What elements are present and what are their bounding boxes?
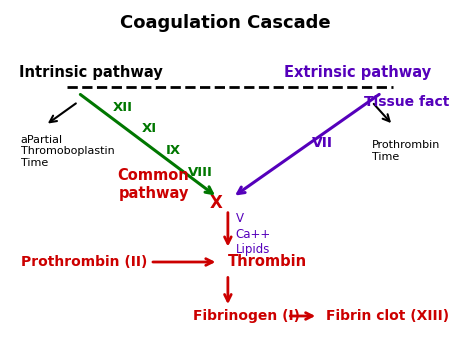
Text: Extrinsic pathway: Extrinsic pathway [284, 65, 432, 80]
Text: Tissue factor: Tissue factor [364, 95, 450, 109]
Text: Coagulation Cascade: Coagulation Cascade [120, 14, 330, 32]
Text: Thrombin: Thrombin [228, 254, 307, 270]
Text: XII: XII [112, 101, 133, 114]
Text: Common
pathway: Common pathway [118, 168, 189, 201]
Text: V
Ca++
Lipids: V Ca++ Lipids [235, 212, 271, 256]
Text: X: X [209, 195, 222, 212]
Text: aPartial
Thromoboplastin
Time: aPartial Thromoboplastin Time [21, 135, 114, 168]
Text: Prothrombin (II): Prothrombin (II) [21, 255, 147, 269]
Text: IX: IX [166, 144, 180, 157]
Text: VII: VII [312, 136, 333, 150]
Text: XI: XI [141, 122, 157, 135]
Text: Fibrin clot (XIII): Fibrin clot (XIII) [326, 309, 449, 323]
Text: Prothrombin
Time: Prothrombin Time [372, 140, 440, 162]
Text: VIII: VIII [188, 166, 212, 178]
Text: Intrinsic pathway: Intrinsic pathway [18, 65, 162, 80]
Text: Fibrinogen (I): Fibrinogen (I) [194, 309, 300, 323]
